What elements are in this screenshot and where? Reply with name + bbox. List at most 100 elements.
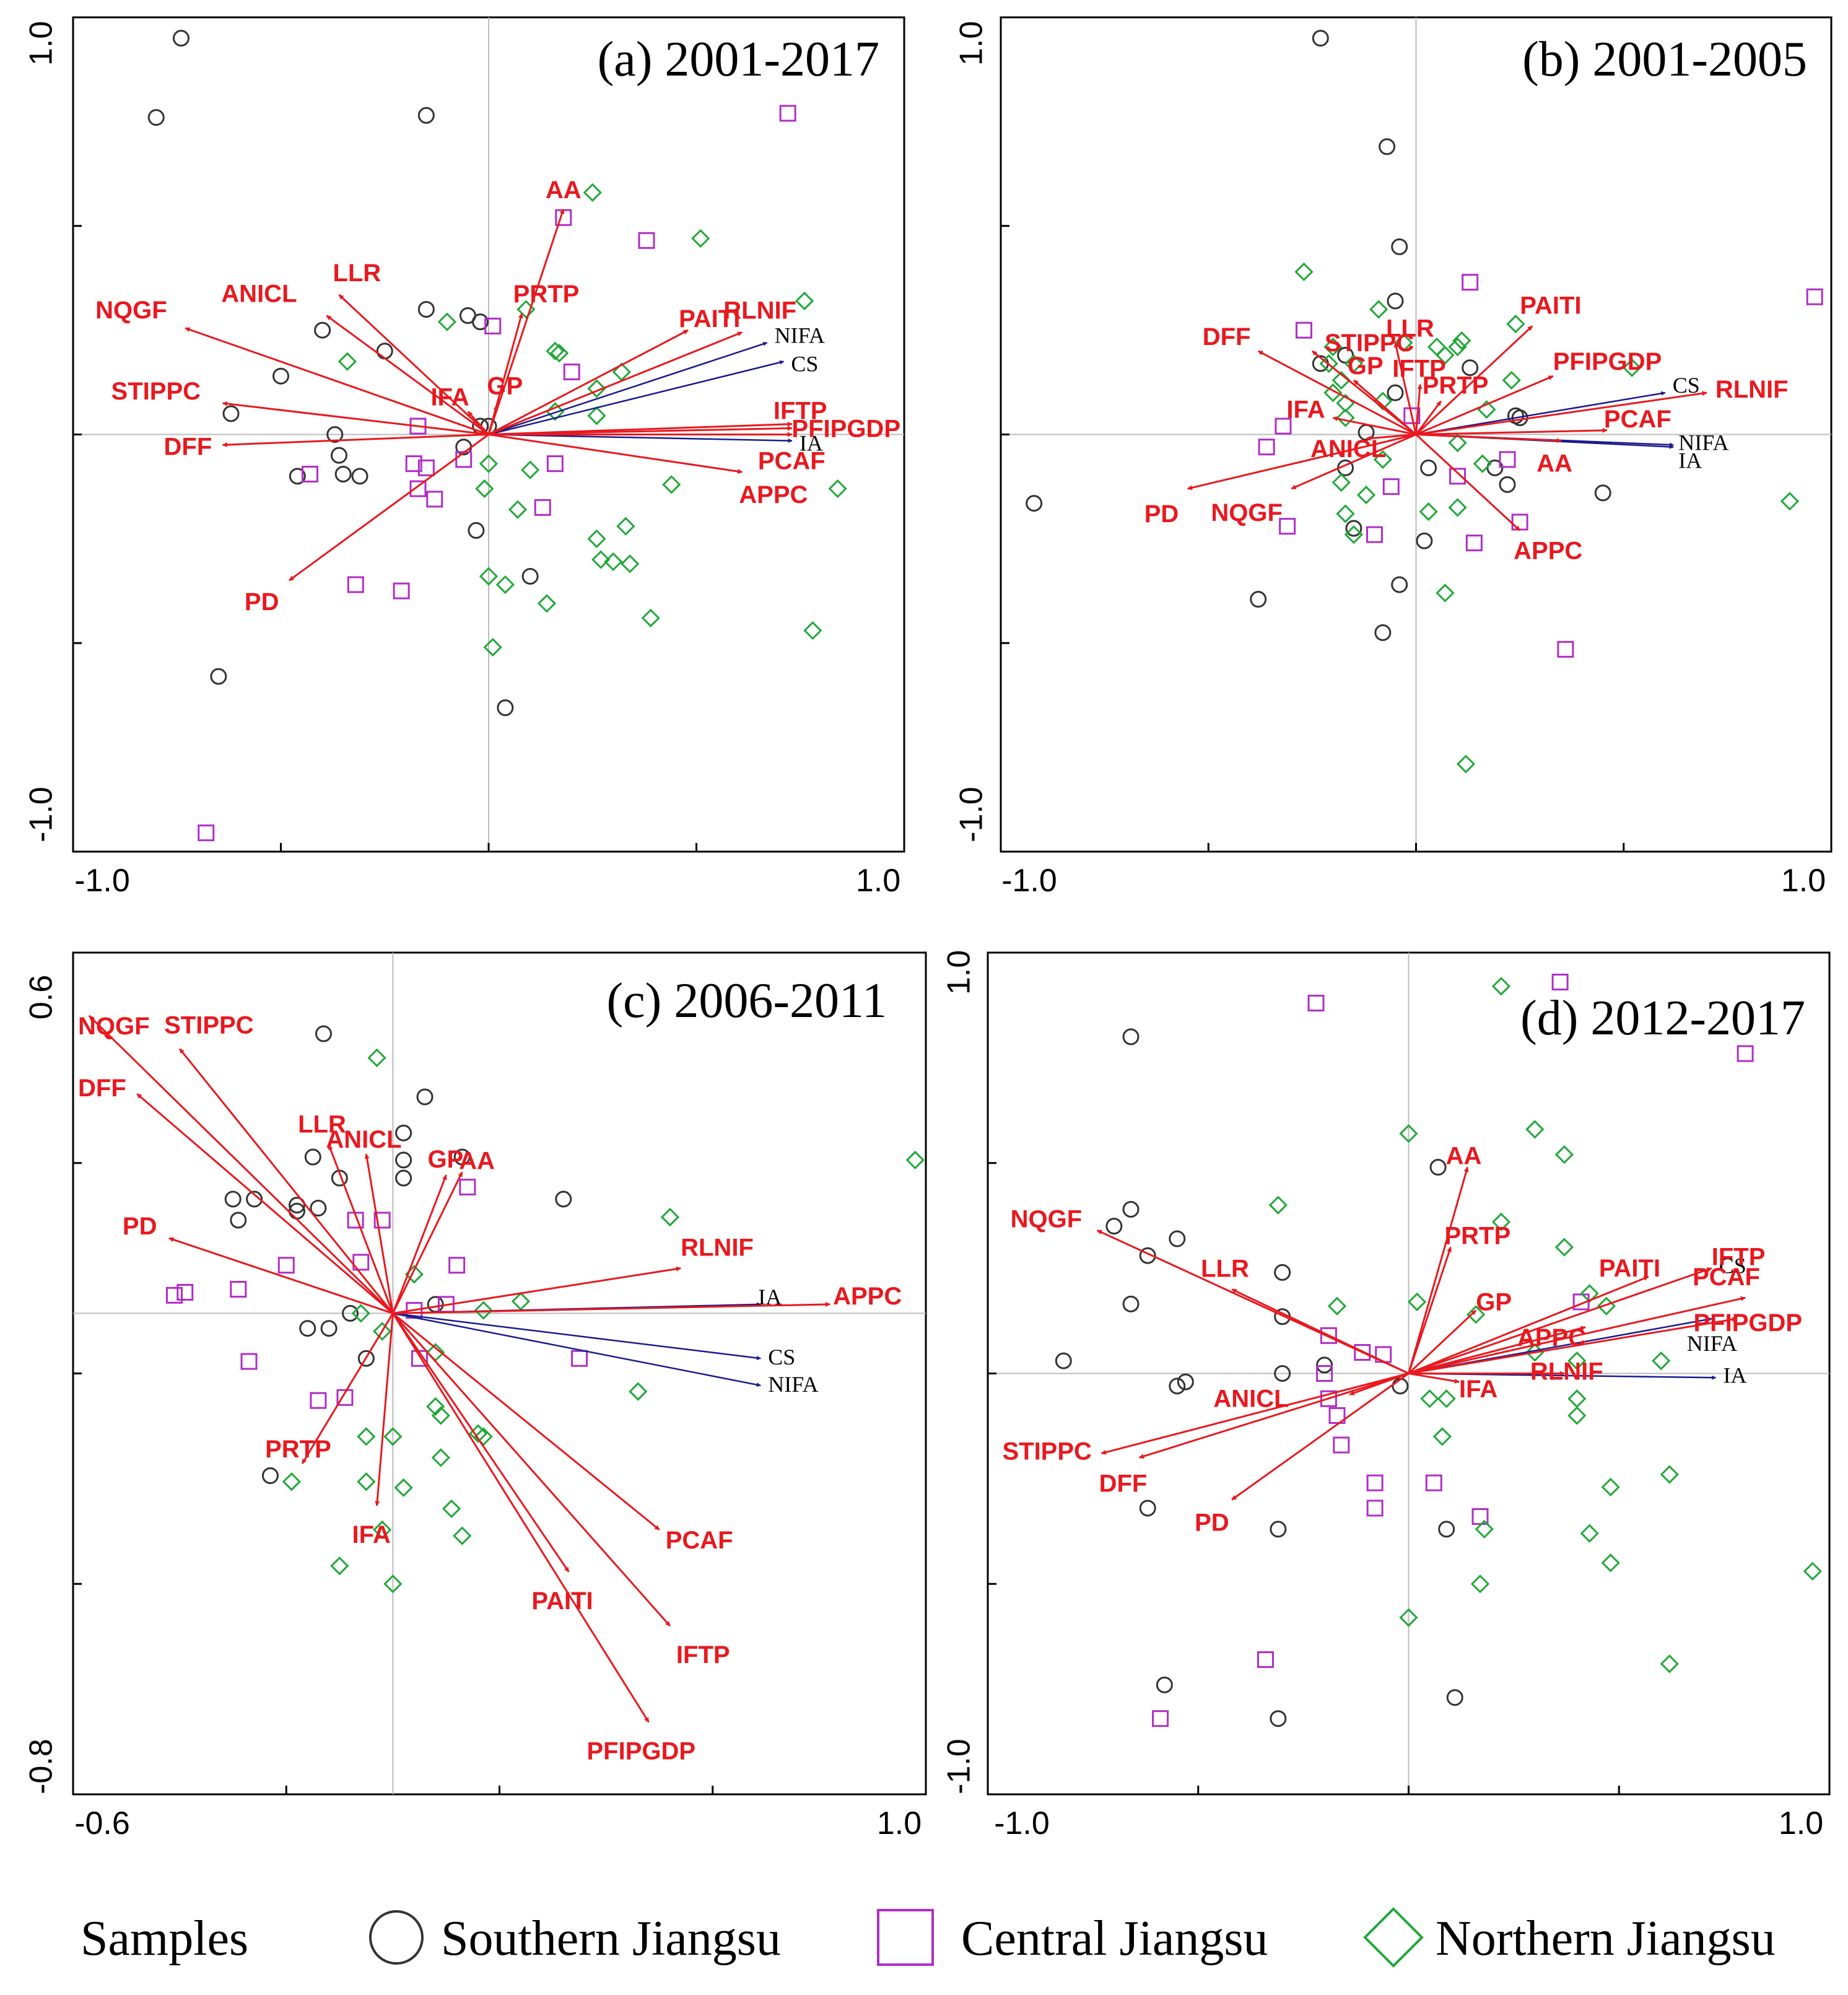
sample-point-southern — [246, 1190, 263, 1208]
sample-point-southern — [1391, 238, 1408, 255]
sample-point-southern — [172, 30, 190, 47]
sample-point-northern — [629, 1382, 648, 1401]
factor-label-ifa: IFA — [1459, 1376, 1497, 1403]
sample-point-northern — [1554, 1238, 1574, 1257]
sample-point-central — [459, 1179, 476, 1196]
sample-point-southern — [1416, 532, 1433, 549]
y-tick-label: 0.6 — [24, 975, 59, 1019]
sample-point-central — [638, 232, 655, 249]
y-tick-label: 1.0 — [24, 21, 59, 66]
sample-point-northern — [1399, 1608, 1418, 1627]
sample-point-southern — [468, 522, 485, 539]
sample-point-central — [277, 1257, 295, 1274]
x-tick-label: 1.0 — [877, 1805, 922, 1841]
sample-point-southern — [1122, 1200, 1140, 1218]
factor-arrow-iftp — [392, 1312, 671, 1627]
response-arrow-nifa — [488, 341, 768, 435]
factor-label-appc: APPC — [1517, 1324, 1586, 1351]
sample-point-southern — [1594, 484, 1611, 502]
factor-arrow-iftp — [1408, 1267, 1712, 1374]
panel-b: -1.0 1.01.0-1.0(b) 2001-2005CSNIFAIAPAITI… — [954, 16, 1833, 899]
sample-point-northern — [1506, 314, 1525, 334]
factor-arrow-appc — [1415, 434, 1521, 531]
sample-point-northern — [660, 1207, 680, 1227]
sample-point-southern — [1026, 495, 1043, 512]
sample-point-southern — [1139, 1500, 1156, 1517]
sample-point-northern — [546, 341, 565, 360]
sample-point-northern — [1652, 1351, 1671, 1371]
panel-title: (c) 2006-2011 — [607, 974, 887, 1028]
sample-point-northern — [1623, 358, 1642, 377]
sample-point-northern — [1580, 1524, 1599, 1543]
sample-point-northern — [330, 1556, 349, 1576]
sample-point-central — [1449, 468, 1467, 485]
sample-point-southern — [453, 1148, 471, 1166]
factor-label-pd: PD — [1144, 500, 1179, 528]
response-label-cs: CS — [791, 352, 818, 377]
sample-point-northern — [479, 454, 499, 473]
sample-point-southern — [1169, 1230, 1186, 1247]
sample-point-southern — [1274, 1365, 1291, 1382]
sample-point-northern — [1491, 1212, 1511, 1232]
sample-point-central — [1572, 1293, 1590, 1311]
sample-point-southern — [1055, 1352, 1072, 1369]
factor-label-dff: DFF — [164, 433, 212, 460]
factor-label-rlnif: RLNIF — [1715, 376, 1789, 403]
sample-point-central — [1737, 1045, 1754, 1062]
factor-label-gp: GP — [427, 1146, 463, 1173]
sample-point-southern — [416, 1088, 434, 1106]
sample-point-southern — [376, 343, 393, 360]
sample-point-southern — [1374, 624, 1392, 641]
sample-point-southern — [261, 1467, 279, 1485]
sample-point-central — [1258, 439, 1275, 456]
sample-point-northern — [1369, 300, 1388, 319]
sample-point-northern — [1601, 1553, 1620, 1573]
sample-point-northern — [367, 1048, 386, 1067]
response-label-ia: IA — [1678, 448, 1702, 473]
response-label-nifa: NIFA — [768, 1372, 818, 1397]
sample-point-central — [1354, 1344, 1371, 1361]
sample-point-northern — [483, 637, 502, 657]
sample-point-central — [1366, 526, 1383, 543]
factor-label-rlnif: RLNIF — [681, 1234, 754, 1262]
factor-label-rlnif: RLNIF — [723, 297, 796, 324]
factor-arrow-pd — [1187, 434, 1416, 491]
sample-point-central — [347, 576, 364, 593]
factor-arrow-pcaf — [392, 1312, 660, 1531]
sample-point-central — [1403, 407, 1421, 424]
sample-point-central — [1425, 1474, 1442, 1491]
sample-point-southern — [299, 1320, 316, 1337]
legend-label-central: Central Jiangsu — [961, 1911, 1268, 1966]
x-tick-label: -1.0 — [1001, 863, 1057, 899]
factor-arrow-llr — [1393, 342, 1417, 435]
sample-point-southern — [222, 405, 240, 422]
sample-point-northern — [1803, 1561, 1822, 1581]
factor-arrow-llr — [328, 1144, 394, 1314]
legend-marker-southern — [369, 1910, 424, 1965]
factor-arrow-ifa — [467, 411, 490, 435]
sample-point-northern — [795, 291, 814, 311]
sample-point-southern — [1122, 1028, 1140, 1046]
response-label-cs: CS — [1719, 1254, 1746, 1278]
y-tick-label: -0.8 — [24, 1739, 59, 1794]
sample-point-northern — [1470, 1574, 1490, 1594]
sample-point-central — [336, 1389, 354, 1406]
sample-point-northern — [1475, 1519, 1494, 1539]
sample-point-northern — [587, 529, 606, 548]
sample-point-southern — [334, 465, 352, 482]
factor-arrow-pfipgdp — [488, 426, 793, 435]
factor-label-stippc: STIPPC — [111, 378, 201, 405]
factor-arrow-paiti — [488, 329, 689, 435]
factor-label-nqgf: NQGF — [1211, 499, 1283, 526]
sample-point-central — [177, 1283, 194, 1301]
sample-point-northern — [475, 479, 494, 499]
sample-point-northern — [1394, 333, 1413, 352]
sample-point-northern — [1567, 1406, 1587, 1425]
factor-label-paiti: PAITI — [1520, 292, 1581, 319]
factor-arrow-aa — [1416, 434, 1562, 443]
y-tick-label: -1.0 — [954, 787, 990, 842]
sample-point-southern — [1391, 576, 1408, 593]
sample-point-southern — [330, 447, 347, 464]
sample-point-central — [405, 455, 422, 473]
sample-point-northern — [474, 1427, 493, 1446]
